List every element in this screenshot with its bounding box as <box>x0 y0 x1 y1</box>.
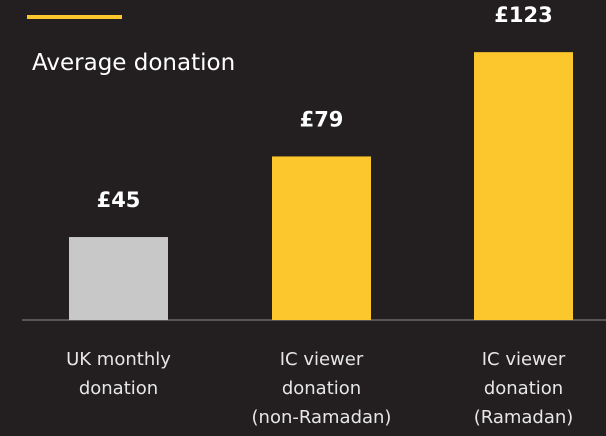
accent-line <box>27 15 122 19</box>
value-label: £45 <box>97 188 141 212</box>
chart-title: Average donation <box>32 50 236 76</box>
x-tick-label: IC viewer donation (Ramadan) <box>473 349 574 428</box>
bar <box>474 52 573 321</box>
value-label: £79 <box>300 107 344 131</box>
x-tick-label: UK monthly donation <box>66 349 171 399</box>
value-label: £123 <box>494 3 552 27</box>
bar <box>69 237 168 320</box>
bar <box>272 156 371 320</box>
x-tick-label: IC viewer donation (non-Ramadan) <box>251 349 392 428</box>
